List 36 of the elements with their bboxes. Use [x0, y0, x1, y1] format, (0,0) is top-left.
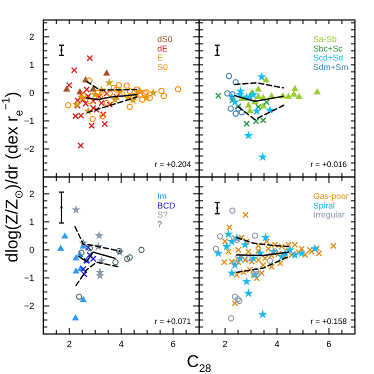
- x-axis-title: C$_{28}$: [186, 352, 212, 374]
- text: BCD: [157, 200, 176, 210]
- x-tick-label: 4: [274, 339, 280, 349]
- y-tick-label: 1: [29, 217, 34, 228]
- annotation: r = +0.158: [310, 317, 348, 326]
- text: Sdm+Sm: [313, 62, 348, 72]
- y-tick-label: 0: [29, 88, 34, 98]
- text: dE: [157, 43, 168, 54]
- x-tick-label: 4: [118, 339, 124, 349]
- y-tick-label: 2: [29, 189, 34, 200]
- y-tick-label: −2: [24, 301, 34, 312]
- y-tick-label: 2: [29, 32, 34, 42]
- text: Sa-Sb: [313, 34, 337, 44]
- x-tick-label: 6: [326, 339, 332, 349]
- text: Irregular: [313, 210, 345, 220]
- text: E: [157, 52, 164, 63]
- annotation: r = +0.016: [310, 160, 348, 169]
- annotation: r = +0.071: [154, 317, 192, 326]
- text: dS0: [157, 34, 173, 44]
- text: Spiral: [313, 200, 335, 210]
- y-tick-label: −1: [24, 273, 34, 284]
- text: S?: [157, 210, 168, 220]
- y-tick-label: −1: [24, 116, 34, 126]
- series-label: S0: [157, 62, 168, 72]
- x-tick-label: 6: [170, 339, 176, 349]
- text: Im: [157, 191, 167, 201]
- y-tick-label: 1: [29, 60, 34, 70]
- text: Scd+Sd: [313, 52, 344, 63]
- y-tick-label: −2: [24, 144, 34, 154]
- text: ?: [157, 218, 162, 229]
- x-tick-label: 2: [66, 339, 72, 349]
- text: Sbc+Sc: [313, 43, 344, 54]
- text: Gas-poor: [313, 191, 349, 201]
- annotation: r = +0.204: [154, 160, 192, 169]
- y-tick-label: 0: [29, 245, 34, 256]
- x-tick-label: 2: [222, 339, 228, 349]
